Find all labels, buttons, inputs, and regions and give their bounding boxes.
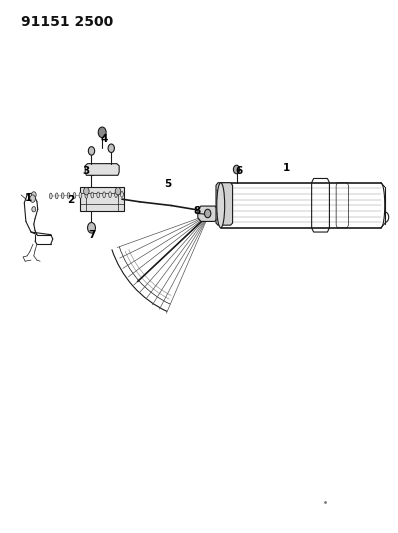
Text: 1: 1 bbox=[282, 164, 290, 173]
Ellipse shape bbox=[109, 192, 111, 198]
Polygon shape bbox=[198, 206, 218, 221]
Circle shape bbox=[108, 144, 114, 152]
Ellipse shape bbox=[85, 192, 88, 198]
Text: 6: 6 bbox=[235, 166, 242, 176]
Text: 5: 5 bbox=[164, 179, 171, 189]
Ellipse shape bbox=[49, 193, 52, 199]
Ellipse shape bbox=[55, 193, 58, 199]
Text: 91151 2500: 91151 2500 bbox=[21, 14, 113, 29]
Text: 8: 8 bbox=[193, 206, 201, 216]
Circle shape bbox=[88, 147, 95, 155]
Circle shape bbox=[98, 127, 106, 138]
Ellipse shape bbox=[103, 192, 105, 198]
Circle shape bbox=[31, 192, 36, 198]
Polygon shape bbox=[80, 187, 124, 211]
Circle shape bbox=[32, 207, 36, 212]
Ellipse shape bbox=[73, 192, 76, 198]
Ellipse shape bbox=[217, 183, 225, 228]
Circle shape bbox=[205, 209, 211, 217]
Ellipse shape bbox=[61, 193, 64, 199]
Text: 4: 4 bbox=[100, 134, 108, 144]
Circle shape bbox=[30, 195, 35, 203]
Ellipse shape bbox=[67, 192, 70, 198]
Text: 3: 3 bbox=[83, 166, 90, 176]
Polygon shape bbox=[85, 164, 119, 175]
Ellipse shape bbox=[121, 191, 123, 197]
Text: 2: 2 bbox=[67, 195, 74, 205]
Ellipse shape bbox=[115, 191, 117, 197]
Text: 1: 1 bbox=[25, 192, 32, 203]
Circle shape bbox=[115, 188, 121, 195]
Ellipse shape bbox=[97, 192, 100, 198]
Ellipse shape bbox=[79, 192, 82, 198]
Polygon shape bbox=[216, 183, 232, 225]
Circle shape bbox=[88, 222, 96, 233]
Circle shape bbox=[233, 165, 240, 174]
Ellipse shape bbox=[91, 192, 94, 198]
Text: 7: 7 bbox=[89, 230, 96, 240]
Circle shape bbox=[84, 188, 89, 195]
